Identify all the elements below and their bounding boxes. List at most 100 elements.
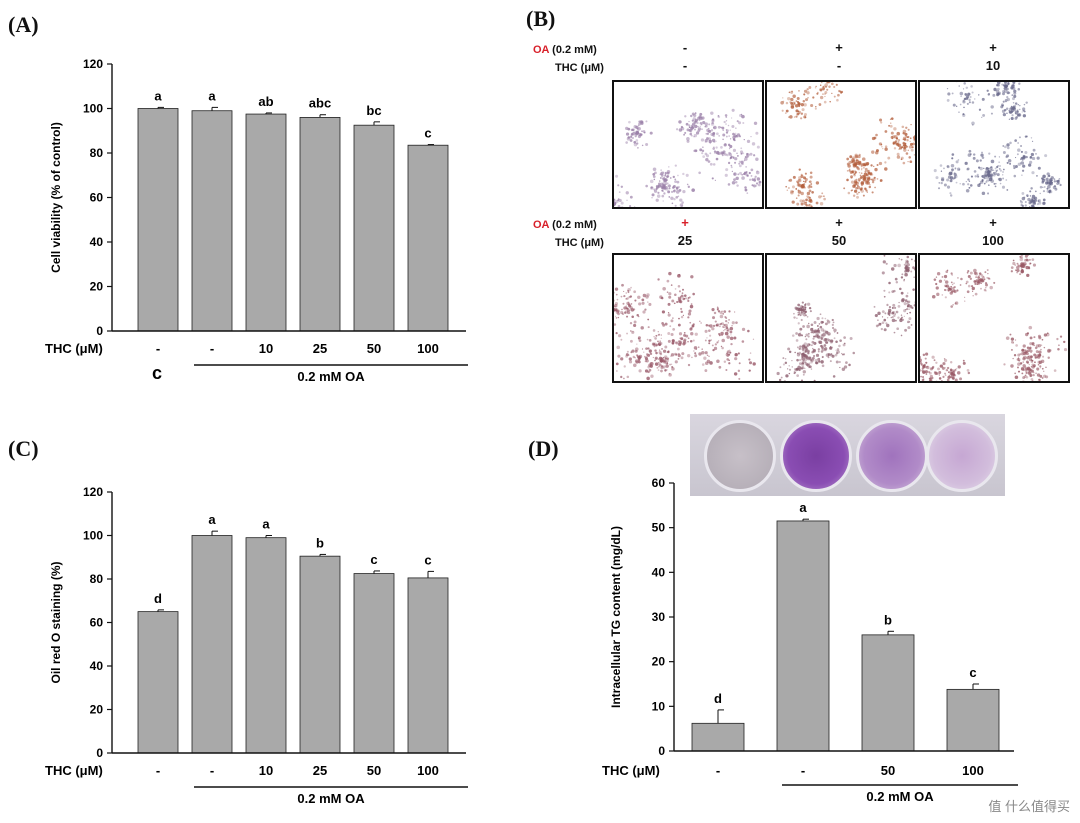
category-label: 50 <box>881 763 895 778</box>
cell-dot <box>1006 143 1010 147</box>
cell-dot <box>747 329 750 333</box>
cell-dot <box>913 154 915 156</box>
cell-dot <box>885 262 888 265</box>
cell-dot <box>996 87 1000 91</box>
cell-dot <box>870 172 873 175</box>
cell-dot <box>972 295 974 297</box>
cell-dot <box>804 310 808 314</box>
cell-dot <box>1015 344 1018 347</box>
cell-dot <box>830 339 834 343</box>
cell-dot <box>953 282 955 285</box>
cell-dot <box>785 185 787 188</box>
cell-dot <box>640 121 644 125</box>
cell-dot <box>839 366 841 369</box>
cell-dot <box>893 142 895 144</box>
cell-dot <box>1022 376 1026 380</box>
cell-dot <box>990 169 993 172</box>
cell-dot <box>710 339 712 341</box>
cell-dot <box>820 350 824 353</box>
cell-dot <box>722 313 725 315</box>
cell-dot <box>674 204 677 207</box>
cell-dot <box>911 258 913 261</box>
cell-dot <box>714 320 717 323</box>
cell-dot <box>1002 113 1006 117</box>
cell-dot <box>755 182 759 185</box>
cell-dot <box>620 295 623 298</box>
cell-dot <box>988 180 990 182</box>
cell-dot <box>793 370 796 373</box>
cell-dot <box>888 291 891 294</box>
cell-dot <box>1046 181 1049 184</box>
y-axis-label: Cell viability (% of control) <box>49 122 63 273</box>
cell-dot <box>815 353 820 357</box>
cell-dot <box>846 170 849 172</box>
cell-dot <box>1039 192 1041 195</box>
cell-dot <box>804 177 808 182</box>
cell-dot <box>869 184 871 186</box>
cell-dot <box>735 321 738 324</box>
cell-dot <box>741 176 745 180</box>
cell-dot <box>977 281 980 284</box>
cell-dot <box>793 316 796 319</box>
cell-dot <box>1029 156 1033 159</box>
cell-dot <box>1024 255 1028 258</box>
cell-dot <box>793 372 796 375</box>
cell-dot <box>835 360 839 364</box>
cell-dot <box>805 306 807 309</box>
cell-dot <box>902 161 906 165</box>
cell-dot <box>712 132 716 135</box>
cell-dot <box>807 349 810 353</box>
cell-dot <box>633 131 635 133</box>
cell-dot <box>1037 360 1041 364</box>
cell-dot <box>1039 185 1043 189</box>
cell-dot <box>674 360 678 364</box>
cell-dot <box>943 274 948 279</box>
cell-dot <box>890 117 894 121</box>
cell-dot <box>810 360 813 364</box>
cell-dot <box>938 371 942 374</box>
cell-dot <box>920 356 921 359</box>
cell-dot <box>801 357 805 361</box>
cell-dot <box>914 137 915 141</box>
cell-dot <box>969 96 972 98</box>
cell-dot <box>718 365 722 369</box>
cell-dot <box>808 184 811 187</box>
cell-dot <box>959 91 964 96</box>
cell-dot <box>856 183 858 186</box>
cell-dot <box>782 363 786 366</box>
cell-dot <box>883 328 887 332</box>
cell-dot <box>951 178 953 180</box>
cell-dot <box>808 366 811 369</box>
cell-dot <box>721 310 724 313</box>
cell-dot <box>964 300 966 302</box>
cell-dot <box>787 96 791 101</box>
cell-dot <box>861 169 863 171</box>
cell-dot <box>815 201 819 205</box>
cell-dot <box>894 277 898 281</box>
cell-dot <box>1031 171 1035 175</box>
cell-dot <box>666 171 670 175</box>
cell-dot <box>625 292 627 294</box>
cell-dot <box>965 282 968 285</box>
cell-dot <box>981 191 986 196</box>
cell-dot <box>836 332 839 334</box>
cell-dot <box>1037 199 1042 203</box>
cell-dot <box>843 365 848 369</box>
cell-dot <box>689 304 694 309</box>
cell-dot <box>983 182 986 185</box>
cell-dot <box>910 324 913 326</box>
cell-dot <box>810 183 813 185</box>
cell-dot <box>875 133 878 137</box>
cell-dot <box>824 83 828 87</box>
cell-dot <box>980 153 984 157</box>
cell-dot <box>871 150 875 154</box>
cell-dot <box>855 165 859 169</box>
cell-dot <box>978 272 982 275</box>
cell-dot <box>1024 201 1027 204</box>
cell-dot <box>1009 141 1012 145</box>
cell-dot <box>725 135 728 138</box>
cell-dot <box>937 187 941 190</box>
cell-dot <box>791 90 793 93</box>
cell-dot <box>847 191 851 195</box>
cell-dot <box>637 124 640 127</box>
